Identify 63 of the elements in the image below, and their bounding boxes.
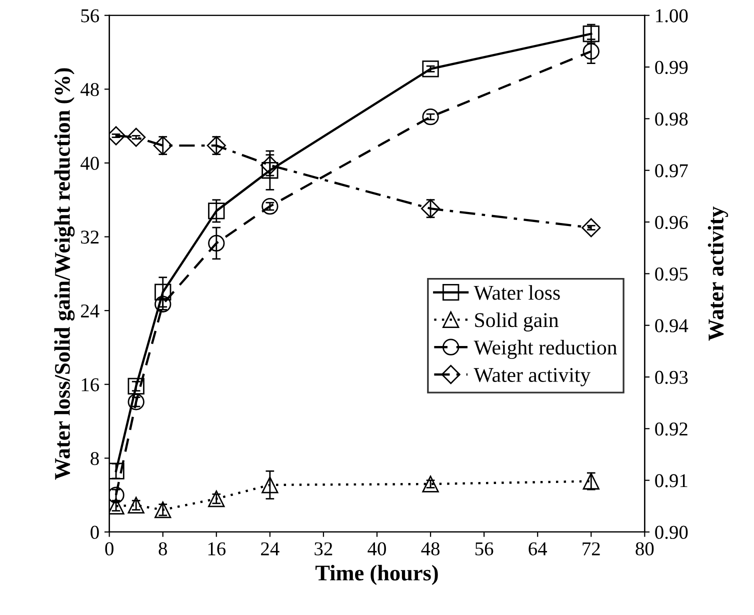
point <box>422 60 439 78</box>
point <box>208 234 225 252</box>
y-tick-label: 24 <box>81 304 100 318</box>
x-tick-label: 16 <box>208 542 226 556</box>
y2-axis-title: Water activity <box>708 206 728 341</box>
y2-tick-label: 0.98 <box>655 112 688 126</box>
point <box>262 476 278 494</box>
point <box>582 218 601 238</box>
x-tick-label: 0 <box>105 542 114 556</box>
x-axis-title: Time (hours) <box>316 564 438 586</box>
point <box>262 198 278 215</box>
y2-tick-label: 0.96 <box>655 216 688 230</box>
x-tick-label: 8 <box>158 542 167 556</box>
x-tick-label: 72 <box>582 542 600 556</box>
point <box>260 156 280 175</box>
point <box>422 108 439 126</box>
x-tick-label: 32 <box>314 542 332 556</box>
point <box>206 136 226 156</box>
point <box>109 498 124 514</box>
y-tick-label: 56 <box>81 9 100 22</box>
point <box>154 296 172 312</box>
point <box>154 284 172 300</box>
y-tick-label: 0 <box>90 526 99 539</box>
x-tick-label: 80 <box>636 542 654 556</box>
point <box>422 476 439 492</box>
legend-label: Weight reduction <box>474 340 617 359</box>
y2-tick-label: 0.90 <box>655 526 688 539</box>
y2-tick-label: 0.99 <box>655 60 688 74</box>
point <box>208 202 225 220</box>
y2-tick-label: 1.00 <box>656 9 688 22</box>
point <box>262 162 278 179</box>
x-tick-label: 48 <box>421 542 440 556</box>
legend-label: Water loss <box>474 285 560 300</box>
legend-label: Water activity <box>474 368 591 386</box>
point <box>154 502 172 518</box>
x-tick-label: 40 <box>368 542 386 556</box>
point <box>153 136 172 156</box>
point <box>128 394 144 410</box>
y2-tick-label: 0.91 <box>655 474 688 488</box>
point <box>128 496 144 514</box>
point <box>208 490 225 508</box>
point <box>128 378 144 395</box>
point <box>109 486 124 504</box>
point <box>421 199 440 218</box>
y-tick-label: 8 <box>90 452 99 466</box>
y2-tick-label: 0.97 <box>655 164 688 178</box>
y-tick-label: 40 <box>80 156 99 170</box>
x-tick-label: 64 <box>528 542 548 556</box>
legend-label: Solid gain <box>475 312 559 332</box>
y-tick-label: 32 <box>81 230 99 244</box>
point <box>582 472 600 490</box>
y-axis-title: Water loss/Solid gain/Weight reduction (%) <box>54 68 75 480</box>
point <box>582 25 600 42</box>
y2-tick-label: 0.93 <box>655 370 688 384</box>
x-tick-label: 56 <box>475 542 494 556</box>
y2-tick-label: 0.92 <box>655 422 688 436</box>
y-tick-label: 16 <box>82 378 100 392</box>
y-tick-label: 48 <box>80 82 99 96</box>
y2-tick-label: 0.95 <box>655 267 688 281</box>
point <box>126 128 146 147</box>
y2-tick-label: 0.94 <box>655 319 688 332</box>
x-tick-label: 24 <box>261 542 280 556</box>
point <box>582 43 600 60</box>
